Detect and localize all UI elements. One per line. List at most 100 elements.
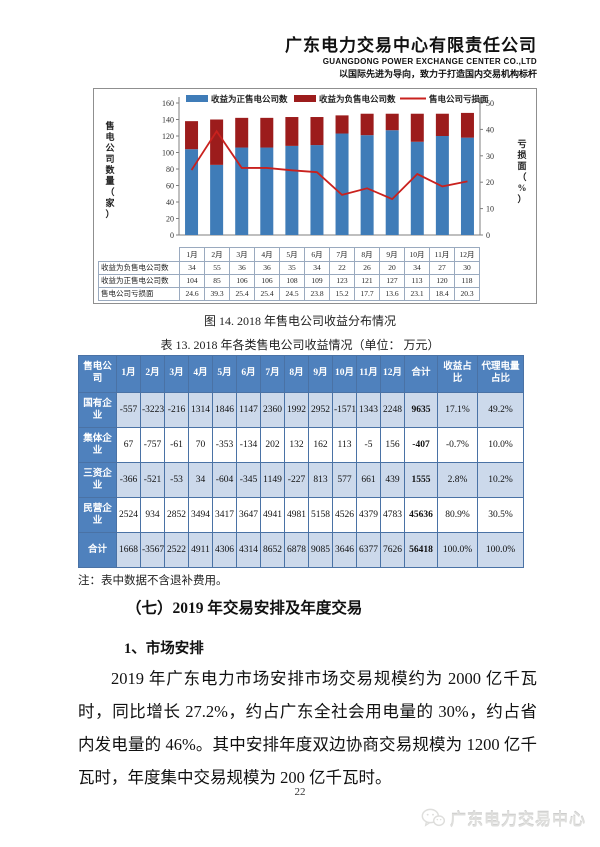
table-13-cell: 156 [380, 427, 405, 463]
table-13-share-cell: -0.7% [437, 427, 478, 463]
table-13-cell: -604 [212, 462, 237, 498]
axis-title-char: 电 [105, 131, 114, 142]
table-13-row-label: 集体企业 [78, 427, 117, 463]
bar-positive [285, 145, 299, 235]
bar-negative [185, 121, 199, 150]
chart-table-cell: 121 [354, 274, 380, 288]
table-13-share-cell: 17.1% [437, 392, 478, 428]
table-13-cell: -353 [212, 427, 237, 463]
chart-table-row-label: 收益为负售电公司数 [98, 261, 180, 275]
chart-table-cell: 55 [204, 261, 230, 275]
page-number: 22 [294, 786, 306, 798]
bar-positive [260, 147, 274, 235]
figure-14-chart: 0 20 40 60 80 100 120 140 160 0 10 20 30 40 50 售电公司数量（家… [94, 89, 536, 252]
table-13-cell: -757 [140, 427, 165, 463]
table-13-row: 国有企业 -557 -3223 -216 1314 1846 1147 2360 1992 295… [78, 392, 524, 428]
bar-negative [460, 112, 474, 138]
month-header-cell: 2月 [204, 247, 230, 262]
legend-label: 收益为负售电公司数 [319, 94, 396, 104]
chart-table-cell: 13.6 [379, 287, 405, 301]
table-13-cell: 577 [332, 462, 357, 498]
axis-title-char: 售 [104, 120, 114, 131]
table-13-cell: 4911 [188, 532, 213, 568]
table-13-cell: 1846 [212, 392, 237, 428]
table-13: 售电公司 1月 2月 3月 4月 5月 6月 7月 8月 9月 10月 11月 12月 合计 收益占比 代理电… [78, 355, 524, 568]
table-13-cell: 2952 [308, 392, 333, 428]
table-13-cell: 1343 [356, 392, 381, 428]
chart-table-cell: 22 [329, 261, 355, 275]
table-13-header-cell: 2月 [140, 355, 165, 393]
bar-positive [335, 133, 349, 235]
table-13-cell: 132 [284, 427, 309, 463]
axis-title-char: 亏 [517, 139, 526, 149]
bar-negative [385, 113, 399, 131]
legend-swatch [186, 95, 208, 102]
subsection-heading: 1、市场安排 [124, 641, 204, 657]
axis-title-char: 损 [517, 149, 526, 160]
chart-table-cell: 118 [454, 274, 480, 288]
table-13-row: 三资企业 -366 -521 -53 34 -604 -345 1149 -227 813 577 6… [78, 462, 524, 498]
company-slogan: 以国际先进为导向，致力于打造国内交易机构标杆 [338, 69, 537, 79]
table-13-cell: -134 [236, 427, 261, 463]
table-13-row-label: 民营企业 [78, 497, 117, 533]
table-13-header-cell: 5月 [212, 355, 237, 393]
table-13-header-cell: 收益占比 [437, 355, 478, 393]
bar-negative [235, 117, 249, 148]
bar-negative [410, 113, 424, 142]
table-13-cell: -61 [164, 427, 189, 463]
table-13-cell: 4306 [212, 532, 237, 568]
bar-positive [210, 164, 224, 235]
table-13-cell: 4314 [236, 532, 261, 568]
table-13-header-cell: 12月 [380, 355, 405, 393]
figure-14-data-table: 1月 2月 3月 4月 5月 6月 7月 8月 9月 10月 11月 12月 收益为负售电公司数 34 55… [98, 247, 480, 301]
table-13-share-cell: 49.2% [477, 392, 524, 428]
month-header-cell: 4月 [254, 247, 280, 262]
chart-table-cell: 30 [454, 261, 480, 275]
table-13-cell: -3567 [140, 532, 165, 568]
table-13-header-cell: 6月 [236, 355, 261, 393]
month-header-cell: 8月 [354, 247, 380, 262]
table-13-cell: 439 [380, 462, 405, 498]
table-13-row: 合计 1668 -3567 2522 4911 4306 4314 8652 6878 9085 3… [78, 532, 524, 568]
chart-table-cell: 104 [179, 274, 205, 288]
chart-table-row: 售电公司亏损面 24.6 39.3 25.4 25.4 24.5 23.8 15.2 17.7 1… [98, 287, 480, 301]
chart-table-cell: 24.5 [279, 287, 305, 301]
chart-table-cell: 23.8 [304, 287, 330, 301]
table-13-share-cell: 100.0% [477, 532, 524, 568]
table-13-title: 表 13. 2018 年各类售电公司收益情况（单位： 万元） [160, 338, 440, 352]
bar-positive [185, 149, 199, 235]
left-axis-tick: 0 [170, 231, 174, 240]
table-13-cell: 2248 [380, 392, 405, 428]
table-13-cell: 2360 [260, 392, 285, 428]
right-axis-tick: 40 [486, 125, 494, 134]
table-13-cell: 3417 [212, 497, 237, 533]
table-13-cell: 3647 [236, 497, 261, 533]
table-13-cell: 4379 [356, 497, 381, 533]
bar-positive [385, 130, 399, 235]
table-13-share-cell: 30.5% [477, 497, 524, 533]
figure-14-chart-svg: 02040608010012014016001020304050售电公司数量（家… [104, 94, 526, 240]
chart-table-cell: 123 [329, 274, 355, 288]
table-13-header-cell: 1月 [116, 355, 141, 393]
table-13-cell: 70 [188, 427, 213, 463]
table-13-header-cell: 3月 [164, 355, 189, 393]
month-header-cell: 1月 [179, 247, 205, 262]
chart-table-month-row: 1月 2月 3月 4月 5月 6月 7月 8月 9月 10月 11月 12月 [99, 247, 480, 262]
chart-table-cell: 106 [229, 274, 255, 288]
chart-table-cell: 85 [204, 274, 230, 288]
chart-table-cell: 35 [279, 261, 305, 275]
month-header-cell: 12月 [454, 247, 480, 262]
bar-negative [210, 119, 224, 165]
bar-negative [435, 113, 449, 136]
table-13-cell: 2852 [164, 497, 189, 533]
table-13-row: 民营企业 2524 934 2852 3494 3417 3647 4941 4981 5158 4… [78, 497, 524, 533]
table-13-cell: 5158 [308, 497, 333, 533]
table-13-header-cell: 8月 [284, 355, 309, 393]
chart-table-row-label: 售电公司亏损面 [98, 287, 180, 301]
body-paragraph: 2019 年广东电力市场安排市场交易规模约为 2000 亿千瓦时，同比增长 27… [78, 669, 538, 787]
left-axis-tick: 20 [166, 215, 174, 224]
chart-table-cell: 127 [379, 274, 405, 288]
table-13-cell: 4783 [380, 497, 405, 533]
bar-positive [460, 137, 474, 235]
legend-label: 收益为正售电公司数 [211, 94, 288, 104]
